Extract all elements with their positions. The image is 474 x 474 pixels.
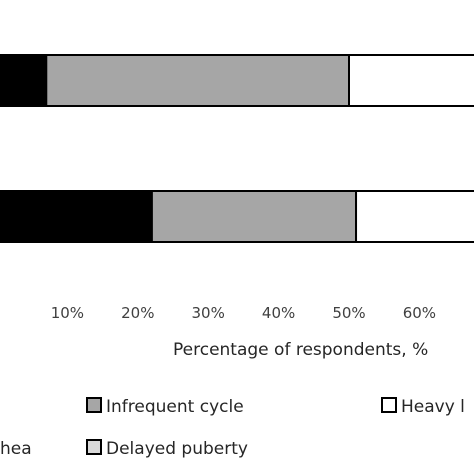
- bar-1-segment-3: [348, 54, 474, 107]
- legend-swatch: [381, 397, 397, 413]
- legend-label: Heavy l: [401, 397, 465, 417]
- x-tick-label: 50%: [332, 304, 365, 322]
- legend-label: Delayed puberty: [106, 439, 248, 459]
- legend-swatch: [86, 439, 102, 455]
- x-tick-label: 40%: [262, 304, 295, 322]
- x-axis-ticks: 10%20%30%40%50%60%70%: [51, 304, 474, 322]
- bar-2-segment-2: [150, 190, 358, 243]
- bar-1-segment-1: [0, 54, 48, 107]
- legend: Infrequent cycle Heavy l hea Delayed pubert…: [0, 397, 465, 459]
- x-axis-title: Percentage of respondents, %: [173, 340, 428, 360]
- x-tick-label: 60%: [403, 304, 436, 322]
- bar-2-segment-1: [0, 190, 153, 243]
- x-tick-label: 30%: [192, 304, 225, 322]
- x-tick-label: 10%: [51, 304, 84, 322]
- legend-label: Infrequent cycle: [106, 397, 244, 417]
- legend-swatch: [86, 397, 102, 413]
- bar-2-segment-3: [355, 190, 474, 243]
- bars-layer: [0, 54, 474, 243]
- bar-1-segment-2: [45, 54, 350, 107]
- x-tick-label: 20%: [121, 304, 154, 322]
- legend-label: hea: [0, 439, 32, 459]
